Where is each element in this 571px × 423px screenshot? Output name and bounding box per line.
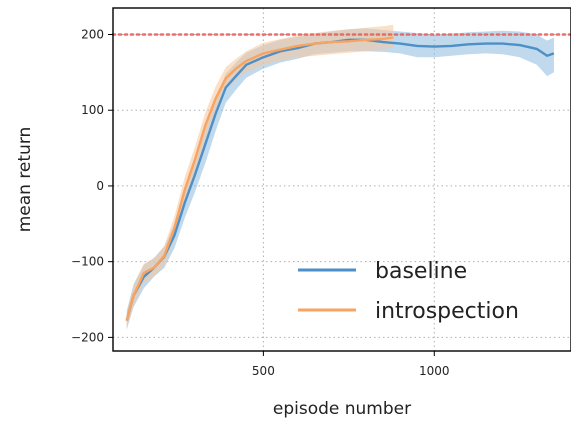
confidence-bands [126,24,554,330]
x-axis-label: episode number [273,399,411,419]
y-tick-label: 0 [96,179,104,193]
series-lines [125,36,555,322]
series-line-introspection [125,36,394,322]
plot-frame [112,7,571,352]
y-tick-label: 100 [81,103,104,117]
y-tick-label: −200 [71,330,104,344]
x-tick-label: 1000 [419,364,450,378]
legend: baseline introspection [298,259,519,324]
grid [113,8,571,351]
y-axis-label: mean return [15,127,35,233]
legend-label-introspection: introspection [375,299,519,324]
y-tick-label: 200 [81,28,104,42]
x-tick-label: 500 [252,364,275,378]
axis-ticks: 500 1000 −200 −100 0 100 200 [71,28,450,378]
y-tick-label: −100 [71,255,104,269]
legend-label-baseline: baseline [375,259,467,284]
